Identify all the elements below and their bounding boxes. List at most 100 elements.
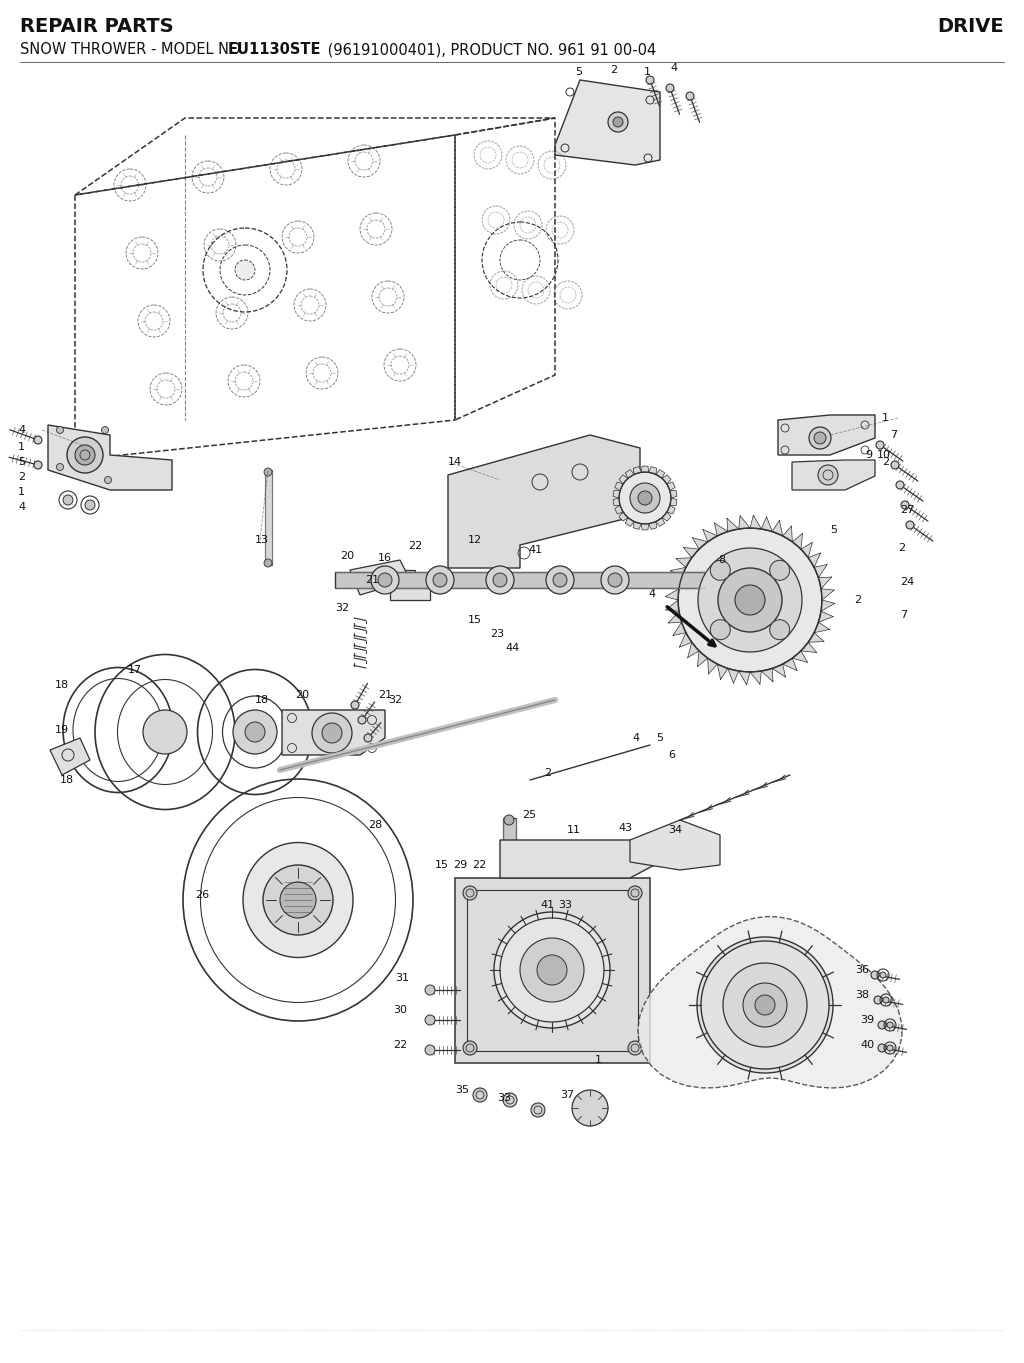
Circle shape xyxy=(743,983,787,1026)
Text: 4: 4 xyxy=(670,63,677,74)
Polygon shape xyxy=(670,497,677,506)
Text: 30: 30 xyxy=(393,1005,407,1015)
Circle shape xyxy=(371,566,399,594)
Text: EU1130STE: EU1130STE xyxy=(228,42,322,57)
Circle shape xyxy=(264,468,272,476)
Polygon shape xyxy=(665,589,679,600)
Circle shape xyxy=(351,701,359,709)
Text: 18: 18 xyxy=(255,695,269,705)
Text: DRIVE: DRIVE xyxy=(937,18,1004,37)
Circle shape xyxy=(101,427,109,433)
Circle shape xyxy=(425,1045,435,1055)
Circle shape xyxy=(891,461,899,469)
Text: 11: 11 xyxy=(567,825,581,836)
Text: 17: 17 xyxy=(128,665,142,675)
Polygon shape xyxy=(793,533,803,549)
Circle shape xyxy=(34,436,42,444)
Text: 40: 40 xyxy=(860,1040,874,1050)
Polygon shape xyxy=(669,611,682,623)
Circle shape xyxy=(503,1093,517,1107)
Text: 1: 1 xyxy=(644,67,651,76)
Circle shape xyxy=(322,722,342,743)
Text: 38: 38 xyxy=(855,990,869,1000)
Circle shape xyxy=(537,955,567,985)
Text: 27: 27 xyxy=(900,506,914,515)
Circle shape xyxy=(887,1022,893,1028)
Polygon shape xyxy=(821,600,835,611)
Circle shape xyxy=(871,970,879,979)
Polygon shape xyxy=(818,611,834,623)
Text: 18: 18 xyxy=(55,680,70,690)
Text: 4: 4 xyxy=(18,502,26,512)
Circle shape xyxy=(312,713,352,752)
Polygon shape xyxy=(808,553,820,567)
Circle shape xyxy=(280,882,316,919)
Polygon shape xyxy=(697,652,708,667)
Polygon shape xyxy=(702,529,718,541)
Polygon shape xyxy=(350,560,410,596)
Polygon shape xyxy=(641,466,648,472)
Text: 5: 5 xyxy=(830,525,837,536)
Text: 26: 26 xyxy=(195,890,209,900)
Polygon shape xyxy=(626,470,634,478)
Circle shape xyxy=(67,438,103,473)
Text: 6: 6 xyxy=(668,750,675,761)
Circle shape xyxy=(143,710,187,754)
Polygon shape xyxy=(630,821,720,870)
Polygon shape xyxy=(676,557,692,567)
Polygon shape xyxy=(801,642,817,653)
Circle shape xyxy=(104,477,112,484)
Text: 8: 8 xyxy=(718,555,725,566)
Text: 7: 7 xyxy=(890,429,897,440)
Circle shape xyxy=(425,1015,435,1025)
Polygon shape xyxy=(641,523,648,530)
Circle shape xyxy=(896,481,904,489)
Circle shape xyxy=(809,427,831,448)
Text: SNOW THROWER - MODEL NO.: SNOW THROWER - MODEL NO. xyxy=(20,42,250,57)
Text: 25: 25 xyxy=(522,810,537,821)
Circle shape xyxy=(874,996,882,1005)
Text: 4: 4 xyxy=(648,589,655,598)
Polygon shape xyxy=(618,512,628,521)
Circle shape xyxy=(426,985,434,994)
Circle shape xyxy=(426,566,454,594)
Polygon shape xyxy=(282,710,385,755)
Polygon shape xyxy=(793,652,808,662)
Polygon shape xyxy=(638,916,902,1088)
Polygon shape xyxy=(648,522,656,529)
Polygon shape xyxy=(761,517,772,532)
Text: 1: 1 xyxy=(18,442,25,453)
Circle shape xyxy=(646,76,654,85)
Circle shape xyxy=(718,568,782,632)
Text: 18: 18 xyxy=(60,776,74,785)
Polygon shape xyxy=(500,840,660,878)
Polygon shape xyxy=(814,564,827,578)
Circle shape xyxy=(770,560,790,581)
Circle shape xyxy=(628,1041,642,1055)
Polygon shape xyxy=(801,542,812,557)
Text: 21: 21 xyxy=(365,575,379,585)
Polygon shape xyxy=(449,435,640,568)
Text: 22: 22 xyxy=(393,1040,408,1050)
Circle shape xyxy=(245,722,265,741)
Text: 43: 43 xyxy=(618,823,632,833)
Polygon shape xyxy=(666,600,679,611)
Polygon shape xyxy=(782,658,798,671)
Text: 22: 22 xyxy=(472,860,486,870)
Text: (96191000401), PRODUCT NO. 961 91 00-04: (96191000401), PRODUCT NO. 961 91 00-04 xyxy=(323,42,656,57)
Circle shape xyxy=(504,815,514,825)
Polygon shape xyxy=(667,483,675,491)
Polygon shape xyxy=(750,671,761,684)
Circle shape xyxy=(678,527,822,672)
Polygon shape xyxy=(633,466,641,474)
Circle shape xyxy=(463,886,477,900)
Bar xyxy=(265,470,272,566)
Circle shape xyxy=(234,260,255,279)
Bar xyxy=(503,818,516,943)
Text: 15: 15 xyxy=(468,615,482,626)
Circle shape xyxy=(504,936,514,946)
Text: 32: 32 xyxy=(335,602,349,613)
Circle shape xyxy=(364,735,372,741)
Polygon shape xyxy=(782,526,793,541)
Circle shape xyxy=(666,85,674,91)
